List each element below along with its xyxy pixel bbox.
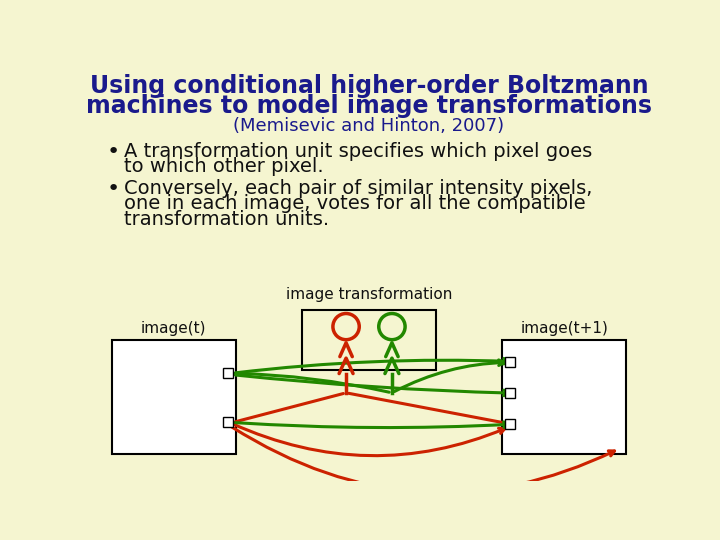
Text: •: • xyxy=(107,179,120,199)
Text: (Memisevic and Hinton, 2007): (Memisevic and Hinton, 2007) xyxy=(233,117,505,135)
Bar xyxy=(222,417,233,428)
Bar xyxy=(503,340,626,455)
Text: Using conditional higher-order Boltzmann: Using conditional higher-order Boltzmann xyxy=(90,74,648,98)
FancyArrowPatch shape xyxy=(235,375,509,396)
Text: image(t): image(t) xyxy=(141,321,207,336)
Text: image(t+1): image(t+1) xyxy=(521,321,608,336)
Bar xyxy=(505,419,516,429)
FancyArrowPatch shape xyxy=(235,394,343,422)
FancyArrowPatch shape xyxy=(232,427,614,492)
FancyArrowPatch shape xyxy=(232,423,505,456)
Bar xyxy=(302,309,436,370)
FancyArrowPatch shape xyxy=(395,360,504,392)
Bar xyxy=(505,388,516,398)
Text: Conversely, each pair of similar intensity pixels,: Conversely, each pair of similar intensi… xyxy=(124,179,593,198)
FancyArrowPatch shape xyxy=(348,393,508,423)
Text: A transformation unit specifies which pixel goes: A transformation unit specifies which pi… xyxy=(124,142,593,161)
Bar xyxy=(505,357,516,367)
Text: one in each image, votes for all the compatible: one in each image, votes for all the com… xyxy=(124,194,586,213)
FancyArrowPatch shape xyxy=(235,373,390,392)
Bar xyxy=(112,340,235,455)
Bar xyxy=(222,368,233,378)
Text: image transformation: image transformation xyxy=(286,287,452,302)
Text: transformation units.: transformation units. xyxy=(124,210,329,228)
Text: machines to model image transformations: machines to model image transformations xyxy=(86,94,652,118)
Text: to which other pixel.: to which other pixel. xyxy=(124,157,324,176)
FancyArrowPatch shape xyxy=(235,422,509,428)
FancyArrowPatch shape xyxy=(235,359,509,373)
Text: •: • xyxy=(107,142,120,162)
